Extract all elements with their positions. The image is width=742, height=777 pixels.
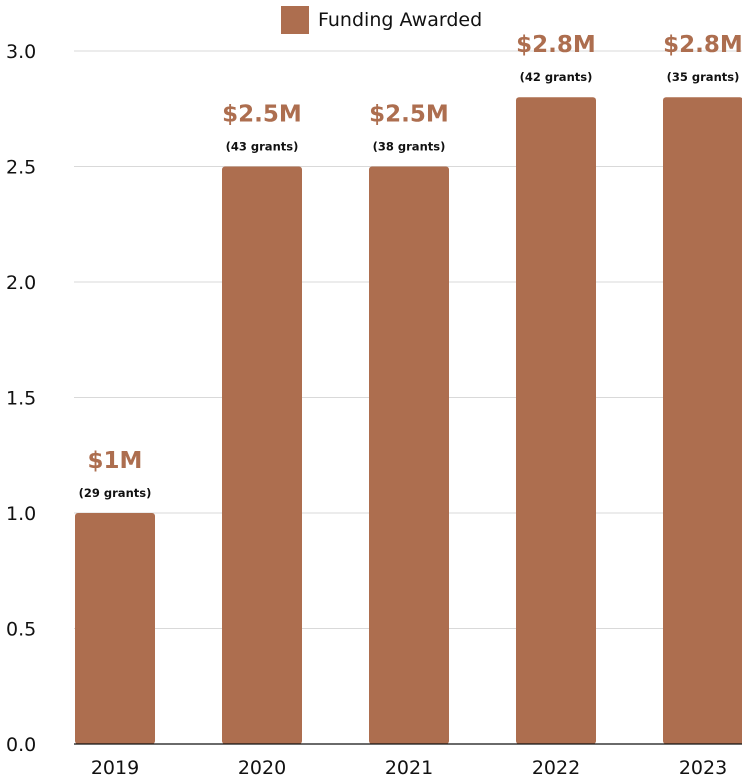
y-tick-label: 0.0 bbox=[6, 734, 36, 756]
value-label-2019: $1M bbox=[88, 448, 143, 474]
value-label-2020: $2.5M bbox=[222, 102, 302, 128]
y-tick-label: 1.5 bbox=[6, 388, 36, 410]
bar-2019 bbox=[75, 513, 155, 744]
bar-2021 bbox=[369, 166, 449, 744]
bar-2023 bbox=[663, 97, 742, 744]
value-label-2021: $2.5M bbox=[369, 102, 449, 128]
x-tick-label-2020: 2020 bbox=[238, 757, 286, 777]
legend-swatch bbox=[281, 6, 309, 34]
bars bbox=[75, 97, 742, 744]
y-tick-label: 2.5 bbox=[6, 157, 36, 179]
x-tick-label-2019: 2019 bbox=[91, 757, 139, 777]
value-label-2023: $2.8M bbox=[663, 32, 742, 58]
y-tick-label: 1.0 bbox=[6, 503, 36, 525]
x-axis: 2019 2020 2021 2022 2023 bbox=[74, 743, 742, 777]
y-axis: 0.0 0.5 1.0 1.5 2.0 2.5 3.0 bbox=[6, 41, 36, 756]
legend: Funding Awarded bbox=[281, 6, 482, 34]
y-tick-label: 2.0 bbox=[6, 272, 36, 294]
y-tick-label: 3.0 bbox=[6, 41, 36, 63]
legend-label: Funding Awarded bbox=[318, 9, 482, 31]
x-tick-label-2022: 2022 bbox=[532, 757, 580, 777]
x-tick-label-2023: 2023 bbox=[679, 757, 727, 777]
x-tick-label-2021: 2021 bbox=[385, 757, 433, 777]
value-label-2022: $2.8M bbox=[516, 32, 596, 58]
y-tick-label: 0.5 bbox=[6, 619, 36, 641]
data-labels: $1M (29 grants) $2.5M (43 grants) $2.5M (38 g… bbox=[79, 32, 742, 500]
grant-count-label-2020: (43 grants) bbox=[226, 140, 299, 154]
bar-2020 bbox=[222, 166, 302, 744]
grant-count-label-2023: (35 grants) bbox=[667, 70, 740, 84]
grant-count-label-2021: (38 grants) bbox=[373, 140, 446, 154]
grant-count-label-2019: (29 grants) bbox=[79, 486, 152, 500]
bar-2022 bbox=[516, 97, 596, 744]
grant-count-label-2022: (42 grants) bbox=[520, 70, 593, 84]
